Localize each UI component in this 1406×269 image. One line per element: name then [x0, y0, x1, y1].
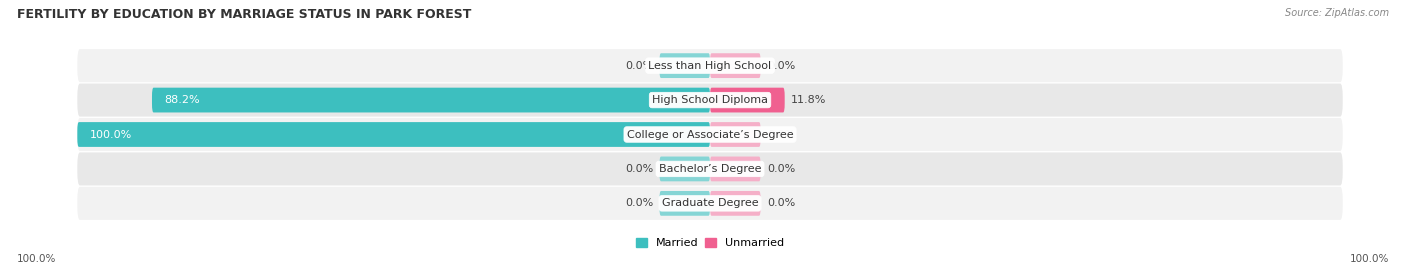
- FancyBboxPatch shape: [77, 122, 710, 147]
- FancyBboxPatch shape: [710, 157, 761, 181]
- FancyBboxPatch shape: [77, 187, 1343, 220]
- FancyBboxPatch shape: [77, 84, 1343, 116]
- Text: 0.0%: 0.0%: [768, 198, 796, 208]
- Text: 0.0%: 0.0%: [768, 164, 796, 174]
- Text: Less than High School: Less than High School: [648, 61, 772, 71]
- Text: 11.8%: 11.8%: [792, 95, 827, 105]
- Text: Source: ZipAtlas.com: Source: ZipAtlas.com: [1285, 8, 1389, 18]
- FancyBboxPatch shape: [77, 118, 1343, 151]
- FancyBboxPatch shape: [152, 88, 710, 112]
- Text: 0.0%: 0.0%: [624, 198, 654, 208]
- Text: 88.2%: 88.2%: [165, 95, 200, 105]
- Text: 0.0%: 0.0%: [768, 61, 796, 71]
- Text: 0.0%: 0.0%: [624, 164, 654, 174]
- FancyBboxPatch shape: [659, 53, 710, 78]
- Text: Graduate Degree: Graduate Degree: [662, 198, 758, 208]
- FancyBboxPatch shape: [77, 153, 1343, 185]
- FancyBboxPatch shape: [77, 49, 1343, 82]
- Text: 100.0%: 100.0%: [17, 254, 56, 264]
- FancyBboxPatch shape: [710, 191, 761, 216]
- FancyBboxPatch shape: [710, 88, 785, 112]
- FancyBboxPatch shape: [659, 191, 710, 216]
- Text: 0.0%: 0.0%: [768, 129, 796, 140]
- Text: College or Associate’s Degree: College or Associate’s Degree: [627, 129, 793, 140]
- Text: 100.0%: 100.0%: [90, 129, 132, 140]
- Text: High School Diploma: High School Diploma: [652, 95, 768, 105]
- Text: 0.0%: 0.0%: [624, 61, 654, 71]
- Text: FERTILITY BY EDUCATION BY MARRIAGE STATUS IN PARK FOREST: FERTILITY BY EDUCATION BY MARRIAGE STATU…: [17, 8, 471, 21]
- Text: Bachelor’s Degree: Bachelor’s Degree: [659, 164, 761, 174]
- Legend: Married, Unmarried: Married, Unmarried: [631, 233, 789, 253]
- FancyBboxPatch shape: [710, 122, 761, 147]
- Text: 100.0%: 100.0%: [1350, 254, 1389, 264]
- FancyBboxPatch shape: [710, 53, 761, 78]
- FancyBboxPatch shape: [659, 157, 710, 181]
